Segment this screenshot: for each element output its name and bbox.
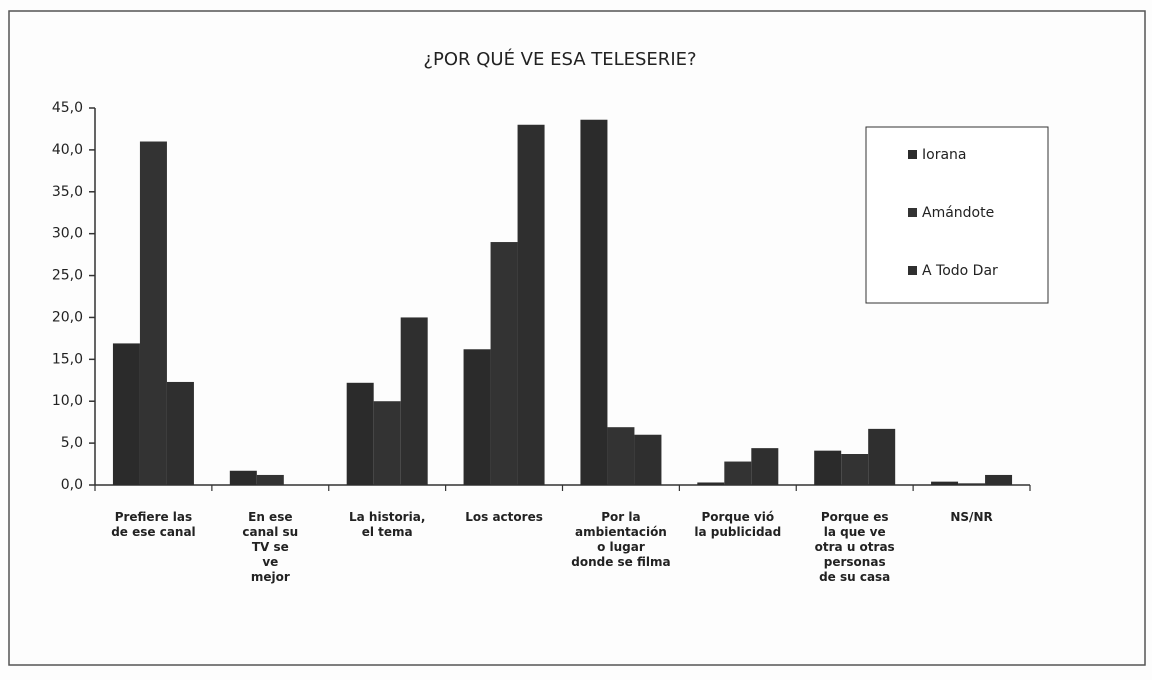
chart-title: ¿POR QUÉ VE ESA TELESERIE?: [423, 48, 696, 70]
legend-label: A Todo Dar: [922, 263, 998, 279]
bar: [139, 141, 167, 485]
bar: [958, 483, 986, 485]
bar: [868, 428, 896, 485]
y-tick-label: 20,0: [52, 309, 83, 325]
bar: [229, 470, 257, 485]
bar: [634, 434, 662, 485]
bar: [697, 482, 725, 485]
legend-box: [865, 126, 1049, 304]
y-tick-label: 30,0: [52, 226, 83, 242]
bar: [607, 427, 635, 485]
x-tick-label: Los actores: [465, 510, 543, 524]
x-tick-label: Porque vió la publicidad: [694, 510, 782, 539]
bar: [112, 343, 140, 485]
y-tick-label: 45,0: [52, 100, 83, 116]
legend-swatch: [908, 150, 917, 159]
bar: [814, 450, 842, 485]
y-tick-label: 5,0: [61, 435, 83, 451]
x-tick-label: La historia, el tema: [348, 510, 426, 539]
bar: [517, 124, 545, 485]
y-tick-label: 25,0: [52, 268, 83, 284]
bar: [751, 448, 779, 485]
x-tick-label: Por la ambientación o lugar donde se fil…: [571, 510, 671, 569]
bar: [985, 474, 1013, 485]
bar: [724, 461, 752, 485]
x-tick-label: En ese canal su TV se ve mejor: [242, 510, 299, 584]
x-tick-label: Porque es la que ve otra u otras persona…: [814, 510, 895, 584]
x-tick-label: Prefiere las de ese canal: [111, 510, 196, 539]
y-tick-label: 0,0: [61, 477, 83, 493]
frame: [8, 10, 1146, 666]
y-tick-label: 40,0: [52, 142, 83, 158]
bar: [931, 481, 959, 485]
bar: [346, 382, 374, 485]
bar: [490, 242, 518, 485]
legend-label: Amándote: [922, 205, 994, 221]
bar: [373, 401, 401, 485]
bar: [580, 119, 608, 486]
y-tick-label: 15,0: [52, 351, 83, 367]
bar: [841, 454, 869, 485]
legend-swatch: [908, 208, 917, 217]
bar: [400, 317, 428, 485]
bar: [256, 474, 284, 485]
bar: [166, 381, 194, 485]
y-tick-label: 35,0: [52, 184, 83, 200]
x-tick-label: NS/NR: [950, 510, 993, 524]
bar: [463, 349, 491, 485]
y-tick-label: 10,0: [52, 393, 83, 409]
legend-swatch: [908, 266, 917, 275]
legend-label: Iorana: [922, 147, 966, 163]
